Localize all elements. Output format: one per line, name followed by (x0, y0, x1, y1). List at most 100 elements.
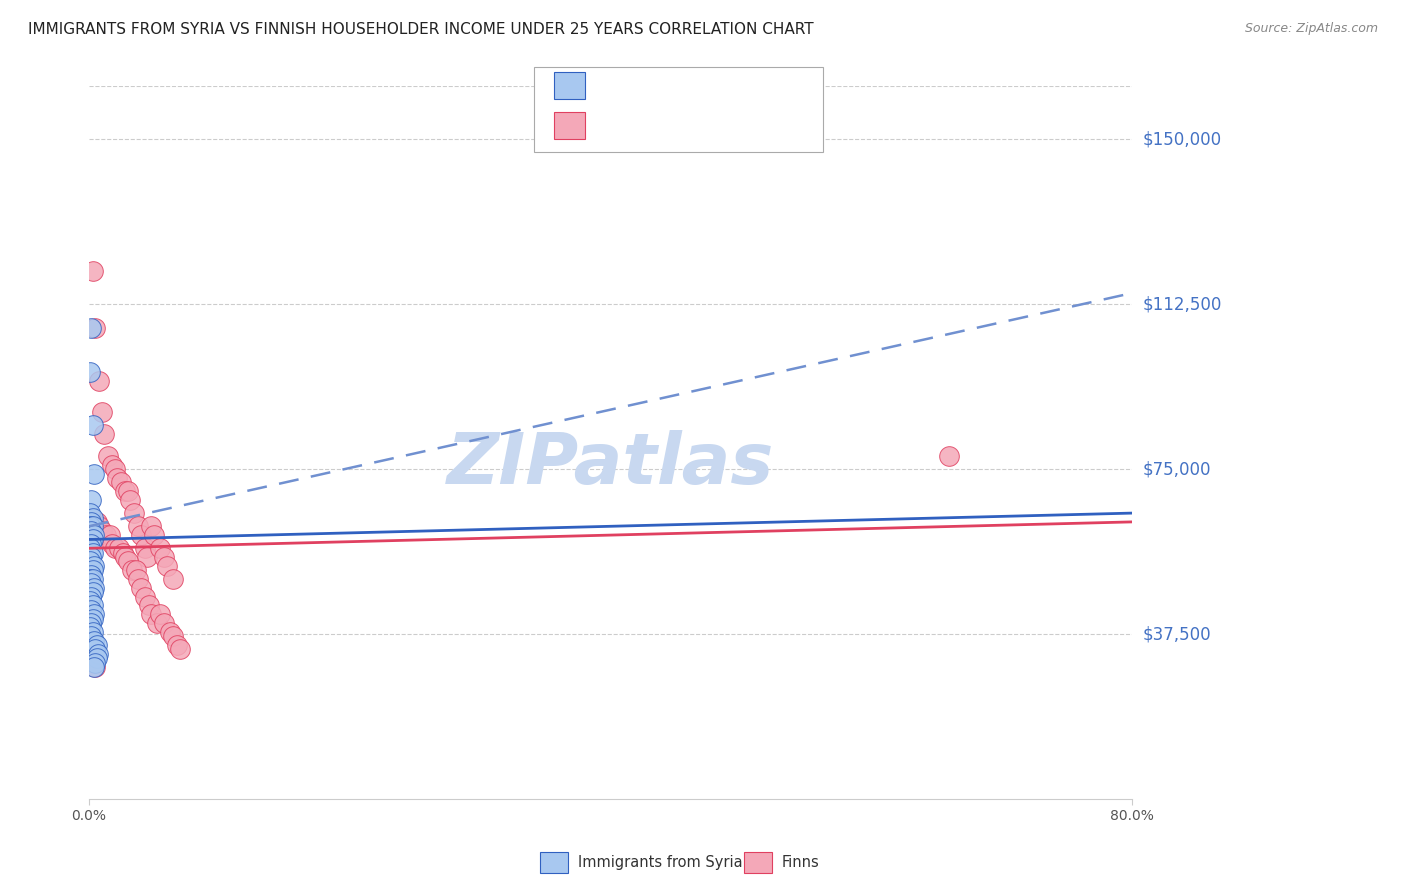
Point (83, 581, 105, 595)
Point (80, 567, 103, 582)
Point (82, 612, 104, 626)
Point (82, 264, 104, 278)
Point (80, 524, 103, 538)
Point (80, 576, 103, 591)
Point (86, 515, 108, 529)
Point (80, 603, 103, 617)
Point (138, 599, 160, 613)
Point (79, 541, 101, 556)
Point (120, 492, 142, 507)
Text: $112,500: $112,500 (1143, 295, 1222, 313)
Point (82, 599, 104, 613)
Point (82, 519, 104, 533)
Point (83, 558, 105, 573)
Point (162, 572, 184, 586)
Point (90, 405, 112, 419)
Point (117, 554, 139, 568)
Point (134, 590, 156, 604)
Point (129, 528, 152, 542)
Text: Finns: Finns (782, 855, 820, 870)
Point (134, 541, 156, 556)
Point (166, 638, 188, 652)
Point (149, 541, 172, 556)
Point (104, 462, 127, 476)
Point (98, 528, 121, 542)
Point (89, 519, 111, 533)
Point (110, 475, 132, 490)
Point (84, 321, 107, 335)
Point (79, 365, 101, 379)
Point (86, 651, 108, 665)
Point (153, 616, 176, 631)
Point (938, 449, 960, 463)
Point (83, 515, 105, 529)
Point (80, 590, 103, 604)
Point (114, 484, 136, 499)
Text: Source: ZipAtlas.com: Source: ZipAtlas.com (1244, 22, 1378, 36)
Point (162, 629, 184, 643)
Point (101, 537, 124, 551)
Point (156, 558, 179, 573)
Point (84, 656, 107, 670)
Point (84, 642, 107, 657)
Point (82, 418, 104, 433)
Point (80, 321, 103, 335)
Point (127, 572, 149, 586)
Point (83, 528, 105, 542)
Point (111, 546, 134, 560)
Text: Immigrants from Syria: Immigrants from Syria (578, 855, 742, 870)
Point (153, 550, 176, 565)
Point (82, 546, 104, 560)
Point (104, 541, 127, 556)
Text: IMMIGRANTS FROM SYRIA VS FINNISH HOUSEHOLDER INCOME UNDER 25 YEARS CORRELATION C: IMMIGRANTS FROM SYRIA VS FINNISH HOUSEHO… (28, 22, 814, 37)
Point (80, 616, 103, 631)
Point (83, 660, 105, 674)
Point (79, 506, 101, 520)
Point (79, 572, 101, 586)
Point (83, 467, 105, 481)
Text: $37,500: $37,500 (1143, 625, 1212, 643)
Point (107, 471, 129, 485)
Point (141, 607, 163, 622)
Point (82, 651, 104, 665)
Point (80, 492, 103, 507)
Point (79, 519, 101, 533)
Point (94, 528, 117, 542)
Point (93, 426, 115, 441)
Point (82, 510, 104, 524)
Point (82, 624, 104, 639)
Point (149, 607, 172, 622)
Point (124, 506, 146, 520)
Point (80, 550, 103, 565)
Point (124, 563, 146, 577)
Point (129, 581, 152, 595)
Point (142, 528, 165, 542)
Text: R = 0.039   N = 43: R = 0.039 N = 43 (595, 78, 740, 93)
Point (80, 515, 103, 529)
Point (107, 541, 129, 556)
Point (86, 638, 108, 652)
Point (114, 550, 136, 565)
Point (89, 374, 111, 388)
Point (117, 484, 139, 499)
Point (101, 458, 124, 472)
Point (97, 449, 120, 463)
Point (83, 607, 105, 622)
Point (79, 554, 101, 568)
Point (136, 550, 159, 565)
Point (79, 620, 101, 634)
Point (169, 642, 191, 657)
Point (82, 533, 104, 547)
Text: ZIPatlas: ZIPatlas (447, 430, 773, 499)
Point (79, 594, 101, 608)
Point (80, 629, 103, 643)
Point (80, 537, 103, 551)
Point (121, 563, 143, 577)
Point (87, 647, 110, 661)
Text: $75,000: $75,000 (1143, 460, 1212, 478)
Point (82, 572, 104, 586)
Point (83, 633, 105, 648)
Point (127, 519, 149, 533)
Point (145, 616, 167, 631)
Point (90, 524, 112, 538)
